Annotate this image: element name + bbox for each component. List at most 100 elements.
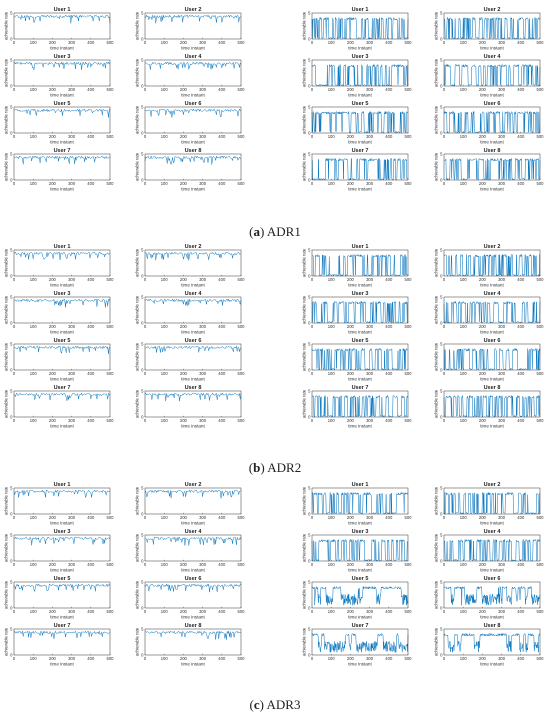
x-axis-label: time instant [348, 187, 372, 192]
x-tick-label: 500 [107, 418, 115, 423]
y-tick-label: 5 [440, 627, 443, 632]
subplot-title: User 4 [484, 291, 502, 297]
x-tick-label: 300 [366, 277, 374, 282]
x-tick-label: 400 [218, 562, 226, 567]
x-axis-label: time instant [181, 330, 205, 335]
x-tick-label: 100 [161, 371, 169, 376]
y-tick-label: 5 [141, 389, 144, 394]
x-tick-label: 500 [537, 562, 545, 567]
y-tick-label: 0 [440, 131, 443, 136]
subplot-title: User 3 [54, 529, 71, 535]
x-tick-label: 200 [479, 277, 487, 282]
x-tick-label: 300 [68, 277, 76, 282]
x-tick-label: 400 [87, 562, 95, 567]
axes-box [311, 581, 409, 609]
y-tick-label: 0 [141, 653, 144, 658]
x-tick-label: 300 [199, 562, 207, 567]
y-tick-label: 0 [440, 84, 443, 89]
axes-box [13, 628, 111, 656]
y-tick-label: 0 [308, 559, 311, 564]
x-tick-label: 200 [49, 371, 57, 376]
subplot-title: User 4 [484, 54, 502, 60]
y-tick-label: 0 [141, 606, 144, 611]
x-tick-label: 400 [517, 87, 525, 92]
x-tick-label: 400 [87, 324, 95, 329]
series-line [443, 157, 541, 181]
subplot-title: User 8 [185, 385, 202, 391]
x-tick-label: 200 [180, 562, 188, 567]
subplot-title: User 5 [54, 101, 71, 107]
x-axis-label: time instant [480, 424, 504, 429]
subplot-title: User 3 [352, 291, 369, 297]
y-tick-label: 0 [440, 274, 443, 279]
x-tick-label: 0 [311, 562, 314, 567]
y-tick-label: 5 [440, 389, 443, 394]
x-tick-label: 200 [479, 134, 487, 139]
y-axis-label: achievable rate [135, 11, 140, 40]
x-tick-label: 200 [49, 134, 57, 139]
x-tick-label: 100 [460, 562, 468, 567]
x-tick-label: 300 [68, 40, 76, 45]
x-tick-label: 300 [68, 609, 76, 614]
x-tick-label: 300 [498, 418, 506, 423]
subplot-title: User 3 [352, 54, 369, 60]
x-axis-label: time instant [348, 330, 372, 335]
axes-box [144, 59, 242, 87]
x-tick-label: 100 [30, 656, 38, 661]
x-tick-label: 0 [13, 324, 16, 329]
axes-box [311, 106, 409, 134]
y-tick-label: 0 [10, 178, 13, 183]
subplot-title: User 7 [352, 385, 369, 391]
x-tick-label: 0 [13, 371, 16, 376]
x-axis-label: time instant [181, 568, 205, 573]
x-tick-label: 500 [405, 324, 413, 329]
series-line [13, 536, 111, 546]
x-tick-label: 200 [49, 87, 57, 92]
x-axis-label: time instant [50, 187, 74, 192]
x-tick-label: 500 [238, 87, 246, 92]
series-line [13, 345, 111, 355]
series-line [443, 632, 541, 653]
series-line [443, 63, 541, 87]
y-tick-label: 5 [10, 580, 13, 585]
y-axis-label: achievable rate [4, 248, 9, 277]
axes-box [311, 390, 409, 418]
x-tick-label: 0 [311, 515, 314, 520]
x-tick-label: 500 [405, 515, 413, 520]
x-tick-label: 0 [144, 371, 147, 376]
x-tick-label: 500 [405, 418, 413, 423]
x-tick-label: 500 [238, 562, 246, 567]
x-tick-label: 100 [460, 515, 468, 520]
x-tick-label: 0 [443, 371, 446, 376]
x-tick-label: 400 [517, 515, 525, 520]
x-tick-label: 0 [311, 87, 314, 92]
x-axis-label: time instant [181, 521, 205, 526]
subplot-title: User 2 [185, 482, 202, 488]
x-tick-label: 300 [199, 609, 207, 614]
y-tick-label: 5 [440, 58, 443, 63]
axes-box [13, 12, 111, 40]
subplot-title: User 3 [352, 529, 369, 535]
x-tick-label: 400 [218, 277, 226, 282]
x-axis-label: time instant [348, 568, 372, 573]
x-tick-label: 100 [30, 515, 38, 520]
y-tick-label: 5 [141, 58, 144, 63]
x-tick-label: 300 [199, 418, 207, 423]
series-line [311, 157, 409, 181]
series-line [311, 491, 409, 515]
x-tick-label: 100 [30, 134, 38, 139]
axes-box [144, 106, 242, 134]
axes-box [311, 343, 409, 371]
axes-box [13, 343, 111, 371]
x-tick-label: 500 [405, 87, 413, 92]
y-axis-label: achievable rate [4, 152, 9, 181]
x-tick-label: 300 [199, 277, 207, 282]
series-line [311, 585, 409, 606]
x-tick-label: 200 [479, 324, 487, 329]
x-tick-label: 100 [328, 40, 336, 45]
subplot-title: User 7 [54, 623, 71, 629]
y-axis-label: achievable rate [135, 580, 140, 609]
x-tick-label: 500 [537, 134, 545, 139]
y-tick-label: 0 [141, 274, 144, 279]
y-tick-label: 5 [10, 486, 13, 491]
